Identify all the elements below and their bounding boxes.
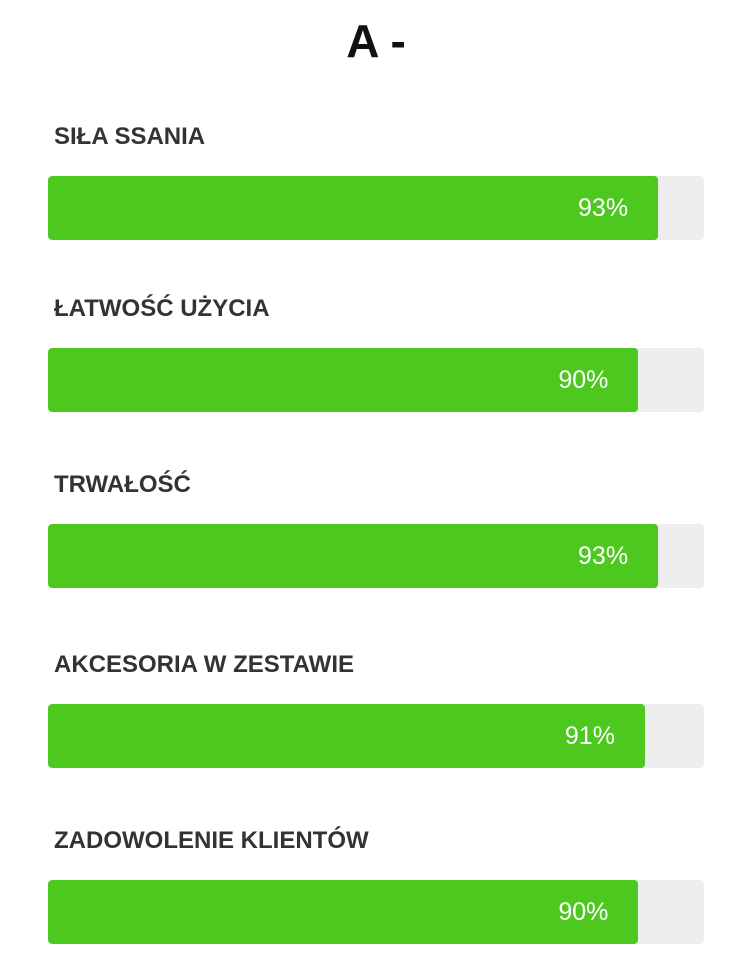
progress-track: 90% [48,348,704,412]
progress-percent: 93% [578,542,629,570]
progress-fill: 93% [48,524,659,588]
rating-label: TRWAŁOŚĆ [54,471,191,498]
rating-label: SIŁA SSANIA [54,123,206,150]
progress-fill: 91% [48,704,645,768]
progress-percent: 93% [578,194,629,222]
progress-percent: 90% [558,898,609,926]
overall-grade: A - [346,15,406,67]
progress-track: 93% [48,176,704,240]
progress-fill: 93% [48,176,659,240]
progress-percent: 90% [558,366,609,394]
progress-track: 91% [48,704,704,768]
rating-label: ŁATWOŚĆ UŻYCIA [54,295,270,322]
rating-label: ZADOWOLENIE KLIENTÓW [54,827,369,854]
progress-percent: 91% [564,722,615,750]
progress-fill: 90% [48,880,639,944]
progress-track: 90% [48,880,704,944]
progress-track: 93% [48,524,704,588]
rating-label: AKCESORIA W ZESTAWIE [54,651,354,678]
progress-fill: 90% [48,348,639,412]
